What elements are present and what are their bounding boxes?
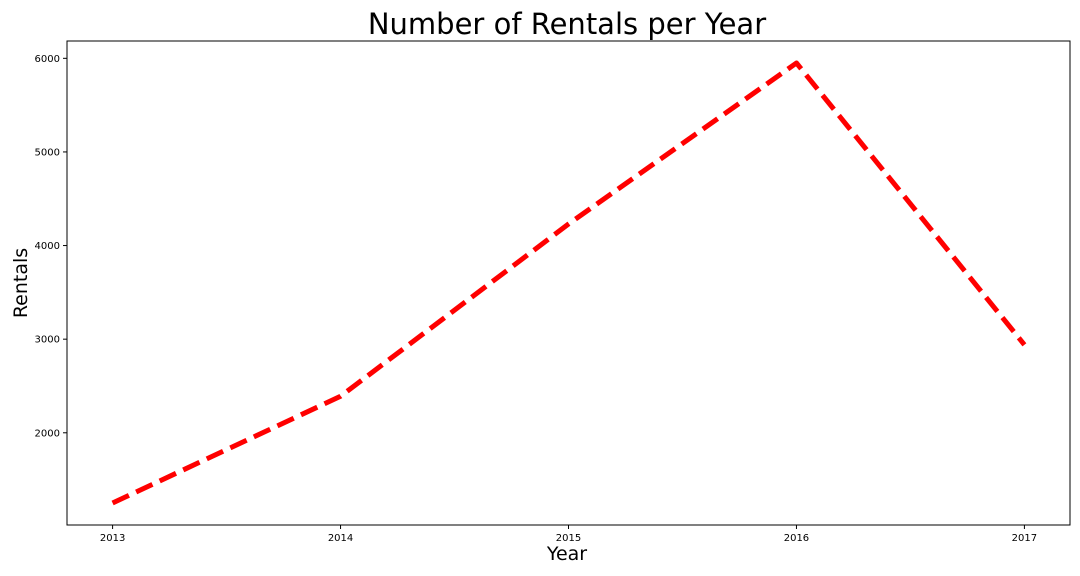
x-tick-label: 2013 bbox=[100, 533, 125, 544]
series-layer bbox=[111, 60, 1027, 506]
x-axis: 2013 2014 2015 2016 2017 bbox=[100, 525, 1037, 544]
x-tick-label: 2017 bbox=[1012, 533, 1037, 544]
chart-title: Number of Rentals per Year bbox=[368, 7, 766, 41]
y-tick-label: 4000 bbox=[35, 241, 60, 252]
y-tick-label: 2000 bbox=[35, 428, 60, 439]
y-tick-label: 6000 bbox=[35, 54, 60, 65]
x-tick-label: 2016 bbox=[784, 533, 809, 544]
y-tick-label: 3000 bbox=[35, 335, 60, 346]
x-tick-label: 2015 bbox=[556, 533, 581, 544]
y-axis-label: Rentals bbox=[10, 248, 32, 318]
x-axis-label: Year bbox=[546, 543, 587, 565]
series-line bbox=[111, 60, 1027, 506]
y-tick-label: 5000 bbox=[35, 147, 60, 158]
x-tick-label: 2014 bbox=[328, 533, 353, 544]
y-axis: 2000 3000 4000 5000 6000 bbox=[35, 54, 67, 439]
